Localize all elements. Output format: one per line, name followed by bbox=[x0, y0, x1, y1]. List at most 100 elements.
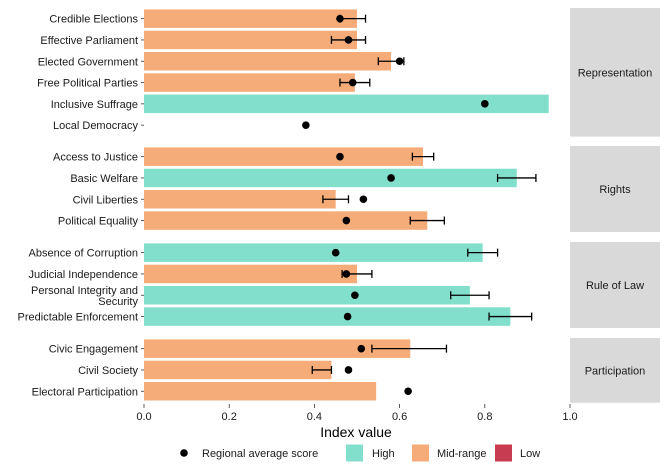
y-label-civil-liberties: Civil Liberties bbox=[73, 194, 139, 206]
legend-swatch-low bbox=[495, 444, 512, 462]
error-bar-personal-integrity-and-security bbox=[450, 291, 490, 300]
error-bar-civil-society bbox=[311, 365, 333, 374]
strip-participation bbox=[570, 338, 660, 403]
row-personal-integrity-and-security: Personal Integrity and Security bbox=[31, 285, 490, 308]
panel-participation: Participation Civic Engagement Civil Socie… bbox=[32, 338, 660, 403]
avg-point-local-democracy bbox=[302, 121, 310, 129]
row-elected-government: Elected Government bbox=[38, 52, 405, 71]
avg-point-personal-integrity-and-security bbox=[351, 291, 359, 300]
legend-item-high: High bbox=[346, 444, 395, 462]
x-tick-0-4: 0.4 bbox=[307, 404, 322, 423]
legend-point-icon bbox=[180, 449, 188, 457]
y-label-electoral-participation: Electoral Participation bbox=[32, 386, 138, 398]
y-label-predictable-enforcement: Predictable Enforcement bbox=[18, 312, 138, 324]
bar-civil-liberties bbox=[144, 190, 336, 209]
bar-electoral-participation bbox=[144, 382, 377, 401]
y-label-elected-government: Elected Government bbox=[38, 56, 138, 68]
y-label-credible-elections: Credible Elections bbox=[49, 14, 138, 26]
error-bar-access-to-justice bbox=[411, 152, 435, 161]
y-label-free-political-parties: Free Political Parties bbox=[37, 78, 138, 90]
row-civil-liberties: Civil Liberties bbox=[73, 190, 368, 209]
row-absence-of-corruption: Absence of Corruption bbox=[29, 243, 499, 262]
row-judicial-independence: Judicial Independence bbox=[29, 264, 373, 284]
y-label-judicial-independence: Judicial Independence bbox=[29, 269, 138, 281]
error-bar-political-equality bbox=[409, 216, 445, 225]
strip-label-representation: Representation bbox=[578, 67, 653, 79]
y-label-inclusive-suffrage: Inclusive Suffrage bbox=[51, 99, 138, 111]
bar-credible-elections bbox=[144, 9, 357, 28]
svg-text:0.6: 0.6 bbox=[392, 411, 407, 423]
svg-text:0.0: 0.0 bbox=[136, 411, 151, 423]
avg-point-inclusive-suffrage bbox=[481, 100, 489, 108]
legend-item-low: Low bbox=[495, 444, 540, 462]
panels-layer: Representation Credible Elections Effectiv… bbox=[18, 8, 660, 403]
y-label-civic-engagement: Civic Engagement bbox=[49, 344, 138, 356]
error-bar-predictable-enforcement bbox=[488, 312, 533, 321]
svg-text:Regional average score: Regional average score bbox=[202, 448, 318, 460]
y-label-access-to-justice: Access to Justice bbox=[53, 152, 138, 164]
x-tick-0-2: 0.2 bbox=[222, 404, 237, 423]
legend-item-mid-range: Mid-range bbox=[412, 444, 487, 462]
strip-representation bbox=[570, 8, 660, 137]
bar-effective-parliament bbox=[144, 30, 357, 50]
bar-personal-integrity-and-security bbox=[144, 286, 470, 305]
error-bar-basic-welfare bbox=[496, 173, 537, 182]
x-tick-0-0: 0.0 bbox=[136, 404, 152, 423]
strip-rights bbox=[570, 146, 660, 232]
svg-text:Mid-range: Mid-range bbox=[437, 448, 487, 460]
svg-text:0.4: 0.4 bbox=[307, 411, 322, 423]
error-bar-absence-of-corruption bbox=[467, 248, 499, 257]
bar-free-political-parties bbox=[144, 73, 355, 92]
bar-judicial-independence bbox=[144, 264, 357, 284]
y-label-effective-parliament: Effective Parliament bbox=[40, 35, 138, 47]
avg-point-civil-liberties bbox=[359, 195, 368, 204]
legend-item-regional-average: Regional average score bbox=[180, 448, 318, 460]
bar-civic-engagement bbox=[144, 339, 411, 358]
svg-text:0.2: 0.2 bbox=[222, 411, 237, 423]
avg-point-elected-government bbox=[395, 57, 404, 66]
avg-point-effective-parliament bbox=[344, 36, 353, 44]
row-local-democracy: Local Democracy bbox=[53, 120, 310, 132]
row-inclusive-suffrage: Inclusive Suffrage bbox=[51, 94, 549, 114]
avg-point-free-political-parties bbox=[348, 78, 357, 87]
y-label-political-equality: Political Equality bbox=[58, 216, 139, 228]
strip-rule-of-law bbox=[570, 242, 660, 328]
y-label-basic-welfare: Basic Welfare bbox=[70, 173, 138, 185]
avg-point-credible-elections bbox=[336, 14, 344, 23]
svg-text:1.0: 1.0 bbox=[562, 411, 577, 423]
y-label-local-democracy: Local Democracy bbox=[53, 120, 138, 132]
avg-point-electoral-participation bbox=[404, 387, 412, 396]
x-tick-0-6: 0.6 bbox=[392, 404, 407, 423]
bar-elected-government bbox=[144, 52, 392, 71]
strip-label-rule-of-law: Rule of Law bbox=[586, 280, 644, 292]
x-tick-1-0: 1.0 bbox=[562, 404, 578, 423]
y-label-civil-society: Civil Society bbox=[78, 365, 138, 377]
row-free-political-parties: Free Political Parties bbox=[37, 73, 371, 92]
bar-inclusive-suffrage bbox=[144, 94, 549, 114]
avg-point-basic-welfare bbox=[387, 174, 395, 182]
legend-swatch-high bbox=[346, 444, 363, 462]
avg-point-civil-society bbox=[344, 366, 353, 374]
row-credible-elections: Credible Elections bbox=[49, 9, 367, 28]
strip-label-participation: Participation bbox=[585, 365, 646, 377]
avg-point-absence-of-corruption bbox=[331, 248, 340, 257]
svg-text:High: High bbox=[372, 448, 395, 460]
error-bar-civic-engagement bbox=[371, 344, 448, 353]
bar-basic-welfare bbox=[144, 168, 517, 188]
avg-point-access-to-justice bbox=[336, 152, 344, 161]
x-axis: 0.0 0.2 0.4 0.6 0.8 1.0 bbox=[136, 404, 578, 423]
y-label-personal-integrity-and-security: Personal Integrity and Security bbox=[31, 285, 139, 308]
bar-civil-society bbox=[144, 360, 332, 380]
row-access-to-justice: Access to Justice bbox=[53, 147, 435, 166]
legend-swatch-mid-range bbox=[412, 444, 429, 462]
row-civil-society: Civil Society bbox=[78, 360, 353, 380]
panel-rule-of-law: Rule of Law Absence of Corruption Judicial… bbox=[18, 242, 660, 328]
row-political-equality: Political Equality bbox=[58, 211, 445, 230]
row-predictable-enforcement: Predictable Enforcement bbox=[18, 307, 533, 326]
strip-label-rights: Rights bbox=[599, 184, 631, 196]
row-effective-parliament: Effective Parliament bbox=[40, 30, 367, 50]
avg-point-civic-engagement bbox=[357, 344, 366, 353]
avg-point-judicial-independence bbox=[342, 270, 351, 278]
x-axis-title: Index value bbox=[320, 424, 392, 440]
